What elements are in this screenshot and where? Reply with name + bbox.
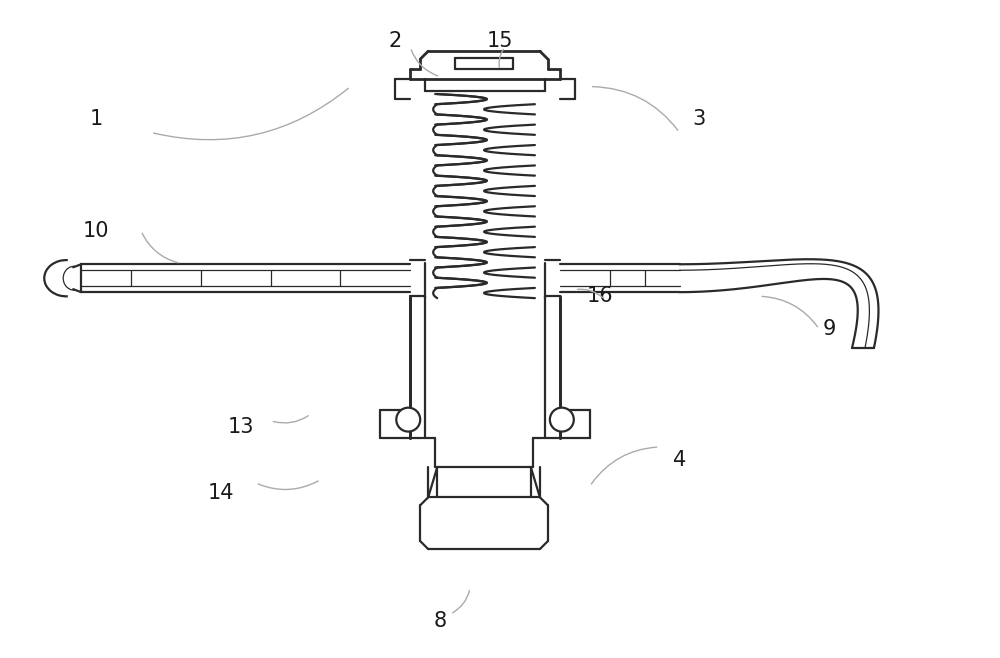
Text: 3: 3 [693, 109, 706, 130]
Circle shape [396, 408, 420, 432]
Text: 13: 13 [227, 417, 254, 438]
Circle shape [550, 408, 574, 432]
Text: 2: 2 [389, 31, 402, 51]
Text: 8: 8 [434, 611, 447, 630]
Text: 4: 4 [673, 450, 686, 470]
Text: 14: 14 [208, 483, 234, 503]
Text: 9: 9 [822, 319, 836, 339]
Text: 10: 10 [83, 220, 109, 241]
Text: 15: 15 [487, 31, 513, 51]
Text: 16: 16 [586, 286, 613, 306]
Text: 1: 1 [90, 109, 103, 130]
